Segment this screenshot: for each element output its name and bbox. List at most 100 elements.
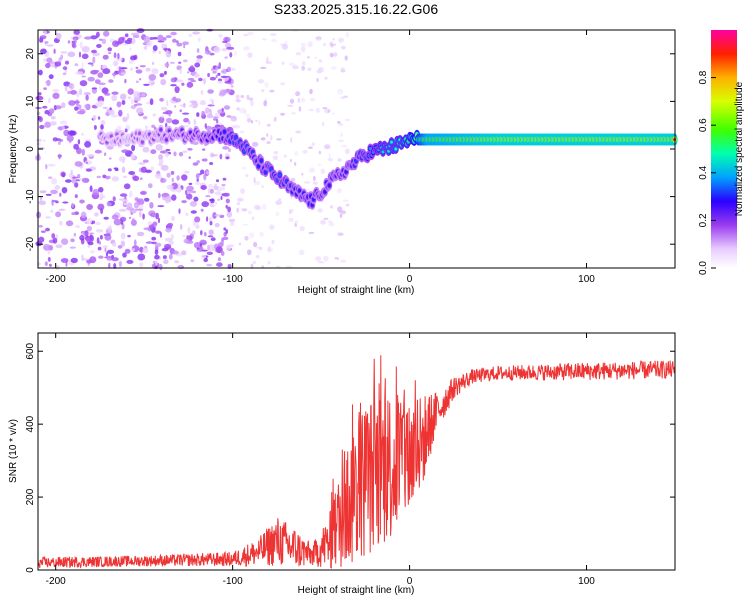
noise-blob [152,61,155,65]
noise-blob [151,68,159,74]
noise-blob [345,203,350,207]
noise-blob [247,52,253,58]
noise-blob [79,88,83,96]
x-tick-label: -100 [223,274,243,285]
noise-blob [323,255,329,262]
track-core [323,190,327,194]
noise-blob [269,33,277,36]
track-core [159,128,163,132]
noise-blob [185,212,189,216]
track-core [165,138,168,142]
noise-blob [77,104,82,110]
noise-blob [313,175,316,182]
noise-blob [130,153,135,160]
noise-blob [94,79,101,84]
noise-blob [201,254,207,259]
noise-blob [151,236,157,241]
noise-blob [85,161,89,164]
noise-blob [280,112,285,116]
noise-blob [315,107,320,113]
noise-blob [38,200,46,206]
noise-blob [48,97,51,104]
noise-blob [127,88,134,95]
noise-blob [69,246,77,249]
noise-blob [340,144,348,148]
noise-blob [35,106,43,110]
noise-blob [162,255,167,260]
noise-blob [262,38,267,41]
noise-blob [322,42,327,47]
noise-blob [136,107,144,115]
noise-blob [251,216,255,220]
x-tick-label: 0 [407,274,413,285]
noise-blob [223,227,227,231]
noise-blob [145,67,151,72]
noise-blob [258,120,261,126]
noise-blob [102,54,109,60]
y-tick-label: 0 [25,146,36,152]
noise-blob [48,108,55,114]
noise-blob [143,116,148,120]
noise-blob [119,67,128,70]
noise-blob [87,62,94,65]
noise-blob [333,52,338,57]
noise-blob [196,247,200,250]
x-tick-label: 100 [578,576,595,587]
noise-blob [200,169,205,175]
noise-blob [74,106,79,111]
noise-blob [251,141,259,147]
noise-blob [338,37,344,43]
colorbar-tick-label: 0.4 [698,165,709,179]
noise-blob [124,33,129,38]
noise-blob [122,116,128,123]
noise-blob [189,104,194,108]
noise-blob [107,52,112,54]
noise-blob [165,200,169,204]
noise-blob [200,230,203,236]
noise-blob [75,71,84,75]
noise-blob [55,244,63,249]
noise-blob [217,257,221,262]
noise-blob [152,113,156,117]
noise-blob [212,65,217,68]
track-core [138,131,142,135]
noise-blob [92,52,100,57]
noise-blob [106,255,113,261]
noise-blob [45,193,52,196]
noise-blob [167,222,174,228]
noise-blob [59,220,63,226]
noise-blob [122,175,127,179]
noise-blob [165,35,172,39]
noise-blob [190,259,195,263]
noise-blob [337,232,344,236]
noise-blob [176,79,183,83]
noise-blob [118,260,123,268]
spectrogram-marks [35,28,678,271]
noise-blob [213,183,218,186]
x-tick-label: -200 [46,274,66,285]
noise-blob [340,132,343,138]
noise-blob [253,241,258,248]
noise-blob [214,112,222,118]
noise-blob [92,56,96,64]
noise-blob [226,115,232,118]
noise-blob [71,41,76,48]
noise-blob [70,257,78,264]
noise-blob [65,179,72,183]
noise-blob [201,249,208,252]
noise-blob [67,130,76,136]
noise-blob [170,77,177,83]
noise-blob [271,38,277,43]
noise-blob [140,191,146,195]
noise-blob [65,60,69,65]
noise-blob [225,229,228,234]
noise-blob [99,100,104,106]
noise-blob [62,125,65,131]
noise-blob [174,86,180,94]
noise-blob [102,68,111,75]
noise-blob [290,137,293,143]
noise-blob [149,223,155,231]
noise-blob [85,94,89,101]
noise-blob [89,185,93,192]
noise-blob [318,59,323,63]
